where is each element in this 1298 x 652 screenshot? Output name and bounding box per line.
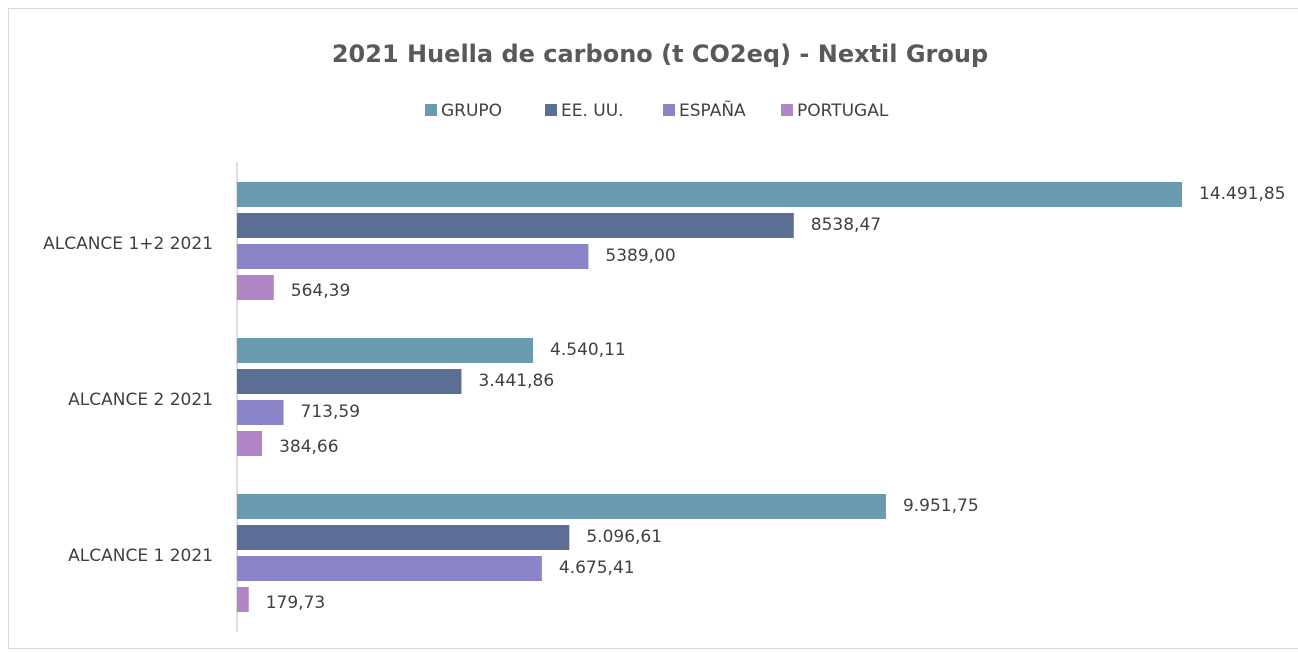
legend-swatch [545, 104, 557, 116]
legend-label: PORTUGAL [797, 101, 889, 121]
data-label: 3.441,86 [478, 371, 554, 391]
bar [237, 556, 542, 581]
data-label: 9.951,75 [903, 496, 979, 516]
legend-swatch [663, 104, 675, 116]
category-label: ALCANCE 2 2021 [68, 390, 213, 410]
bar [237, 369, 462, 394]
category-label: ALCANCE 1+2 2021 [43, 234, 213, 254]
data-label: 5389,00 [605, 246, 675, 266]
chart-frame [8, 8, 1298, 649]
data-label: 713,59 [301, 402, 360, 422]
legend-swatch [425, 104, 437, 116]
bar [237, 400, 284, 425]
data-label: 5.096,61 [586, 527, 662, 547]
data-label: 384,66 [279, 437, 338, 457]
bar [237, 338, 534, 363]
bar [237, 275, 274, 300]
chart-title: 2021 Huella de carbono (t CO2eq) - Nexti… [332, 40, 988, 68]
data-label: 564,39 [291, 281, 350, 301]
data-label: 14.491,85 [1199, 184, 1286, 204]
data-label: 4.540,11 [550, 340, 626, 360]
legend-label: GRUPO [441, 101, 502, 121]
data-label: 8538,47 [811, 215, 881, 235]
legend-label: EE. UU. [561, 101, 624, 121]
bar [237, 494, 886, 519]
bar [237, 244, 589, 269]
legend-label: ESPAÑA [679, 99, 746, 121]
bar [237, 587, 249, 612]
bar [237, 182, 1182, 207]
category-label: ALCANCE 1 2021 [68, 546, 213, 566]
data-label: 4.675,41 [559, 558, 635, 578]
bar [237, 213, 794, 238]
bar [237, 525, 570, 550]
data-label: 179,73 [266, 593, 325, 613]
bar [237, 431, 263, 456]
legend-swatch [781, 104, 793, 116]
